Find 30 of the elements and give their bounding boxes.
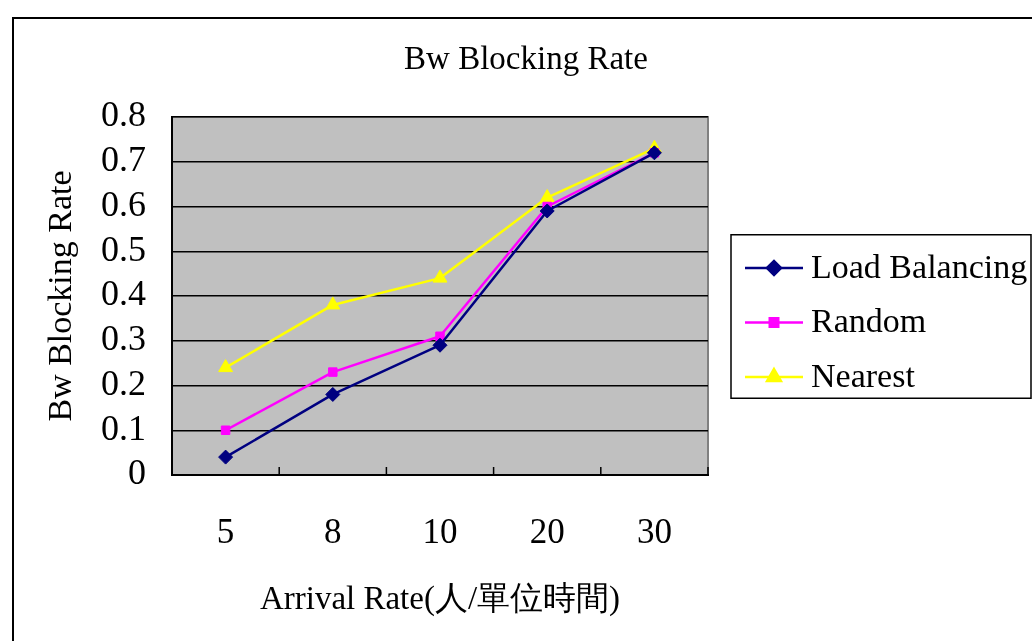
- point: [539, 189, 555, 203]
- chart-title: Bw Blocking Rate: [404, 39, 648, 76]
- y-tick-label: 0: [128, 452, 146, 493]
- point: [220, 425, 231, 435]
- point: [218, 359, 234, 373]
- point: [432, 337, 448, 353]
- y-tick-label: 0.6: [101, 183, 146, 224]
- point: [539, 203, 555, 219]
- y-tick-label: 0.4: [101, 273, 146, 314]
- y-tick-label: 0.1: [101, 407, 146, 448]
- y-axis-title: Bw Blocking Rate: [41, 170, 79, 422]
- point: [432, 269, 448, 283]
- y-tick-label: 0.8: [101, 94, 146, 135]
- x-tick-label: 8: [324, 512, 342, 552]
- legend-label: Random: [811, 302, 927, 340]
- point: [218, 449, 234, 465]
- x-axis-title: Arrival Rate(人/單位時間): [259, 579, 621, 617]
- point: [325, 296, 341, 310]
- x-tick-label: 30: [636, 512, 672, 552]
- x-tick-label: 5: [216, 512, 235, 552]
- x-tick-label: 20: [529, 512, 565, 552]
- y-tick-label: 0.3: [101, 318, 146, 359]
- point: [325, 386, 341, 402]
- y-tick-label: 0.7: [101, 139, 146, 180]
- point: [328, 367, 338, 377]
- legend-label: Nearest: [811, 356, 916, 394]
- legend-label: Load Balancing: [811, 247, 1028, 285]
- y-tick-label: 0.5: [101, 228, 146, 269]
- x-tick-label: 10: [422, 512, 458, 552]
- y-tick-label: 0.2: [101, 362, 146, 403]
